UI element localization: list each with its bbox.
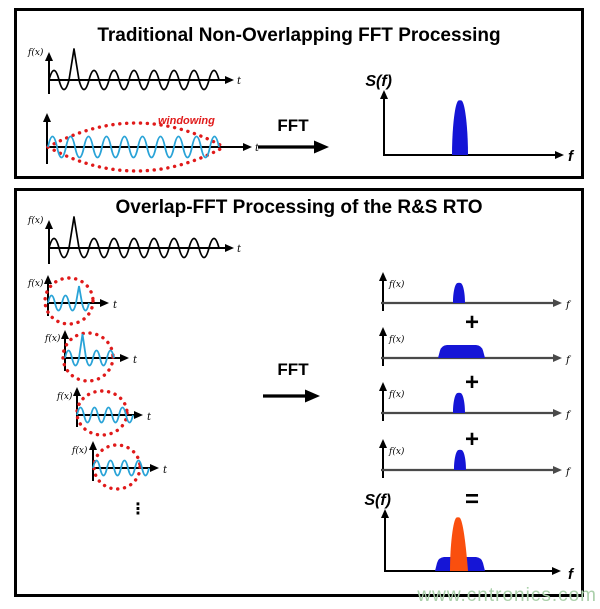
p2-spec4-xlabel: f [565, 467, 572, 478]
windowing-annotation: windowing [158, 115, 215, 127]
p2-seg3-waveform [76, 406, 134, 424]
p1-window-waveform [47, 135, 220, 159]
p1-spectrum-plot: S(f) f [365, 73, 575, 165]
p1-signal-ylabel: f(x) [27, 47, 44, 58]
p2-seg3-ylabel: f(x) [56, 391, 73, 402]
p2-seg4-ylabel: f(x) [71, 445, 88, 456]
p2-spectrum-1: f(x) f + [379, 272, 572, 336]
p1-window-plot: t windowing [43, 113, 260, 173]
p2-seg1-waveform [47, 285, 90, 312]
p1-signal-xlabel: t [237, 76, 242, 87]
p2-seg1-xlabel: t [113, 300, 118, 311]
p2-seg3-xlabel: t [147, 412, 152, 423]
p1-spectrum-xlabel: f [568, 148, 575, 165]
p2-seg1-ylabel: f(x) [27, 278, 44, 289]
segments-ellipsis: ⋮ [130, 499, 146, 518]
p2-result-main-peak [450, 517, 468, 571]
p2-result-xlabel: f [568, 566, 575, 583]
p2-spec1-ylabel: f(x) [388, 279, 405, 290]
p2-fft-label: FFT [277, 360, 309, 379]
panel-overlap-fft: Overlap-FFT Processing of the R&S RTO f(… [14, 188, 584, 597]
plus-operator-1: + [465, 309, 479, 336]
p2-spec4-peak [454, 449, 466, 470]
p2-spec3-xlabel: f [565, 410, 572, 421]
p2-segment-2: f(x) t [44, 330, 138, 383]
p2-seg3-window-envelope [75, 389, 129, 437]
p2-fft-operator: FFT [263, 360, 320, 403]
p2-spec3-ylabel: f(x) [388, 389, 405, 400]
p2-spec2-xlabel: f [565, 355, 572, 366]
p2-seg4-xlabel: t [163, 465, 168, 476]
p2-spectrum-3: f(x) f + [379, 382, 572, 453]
p2-spec2-ylabel: f(x) [388, 334, 405, 345]
panel2-title: Overlap-FFT Processing of the R&S RTO [115, 197, 482, 218]
p1-fft-operator: FFT [258, 116, 329, 154]
p2-result-plot: S(f) f [364, 492, 575, 583]
plus-operator-2: + [465, 369, 479, 396]
p2-segment-3: f(x) t [56, 387, 152, 437]
p2-result-ylabel: S(f) [364, 492, 391, 509]
p2-signal-xlabel: t [237, 244, 242, 255]
p1-signal-waveform [48, 48, 220, 91]
p2-spec2-plateau [438, 345, 485, 358]
p2-segment-4: f(x) t [71, 441, 168, 491]
p2-spectrum-4: f(x) f = [379, 439, 572, 513]
watermark: www.cntronics.com [416, 585, 597, 606]
p2-spec1-peak [453, 282, 465, 303]
panel1-frame [14, 8, 584, 179]
panel1-title: Traditional Non-Overlapping FFT Processi… [97, 25, 500, 46]
p2-spec3-peak [453, 392, 465, 413]
p2-seg4-waveform [92, 459, 150, 477]
p2-seg1-window-envelope [43, 276, 95, 326]
p1-spectrum-peak [452, 100, 468, 155]
p1-spectrum-ylabel: S(f) [365, 73, 392, 90]
panel-traditional-fft: Traditional Non-Overlapping FFT Processi… [14, 8, 584, 179]
p1-window-xlabel: t [255, 143, 260, 154]
p2-spec1-xlabel: f [565, 300, 572, 311]
plus-operator-3: + [465, 426, 479, 453]
p1-fft-label: FFT [277, 116, 309, 135]
p2-seg2-ylabel: f(x) [44, 333, 61, 344]
p2-signal-plot: f(x) t [27, 215, 242, 264]
p2-seg2-xlabel: t [133, 355, 138, 366]
p2-signal-waveform [48, 216, 220, 259]
p2-segment-1: f(x) t [27, 275, 118, 326]
p2-spectrum-2: f(x) f + [379, 327, 572, 396]
p2-spec4-ylabel: f(x) [388, 446, 405, 457]
equals-operator: = [465, 486, 479, 513]
p2-seg2-waveform [64, 333, 115, 367]
p2-signal-ylabel: f(x) [27, 215, 44, 226]
p1-signal-plot: f(x) t [27, 47, 242, 94]
